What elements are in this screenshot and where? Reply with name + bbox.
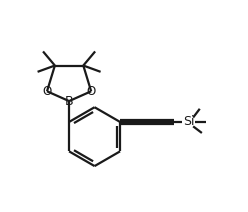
Text: O: O (87, 85, 96, 98)
Text: Si: Si (183, 116, 194, 128)
Text: O: O (42, 85, 52, 98)
Text: B: B (65, 95, 73, 108)
